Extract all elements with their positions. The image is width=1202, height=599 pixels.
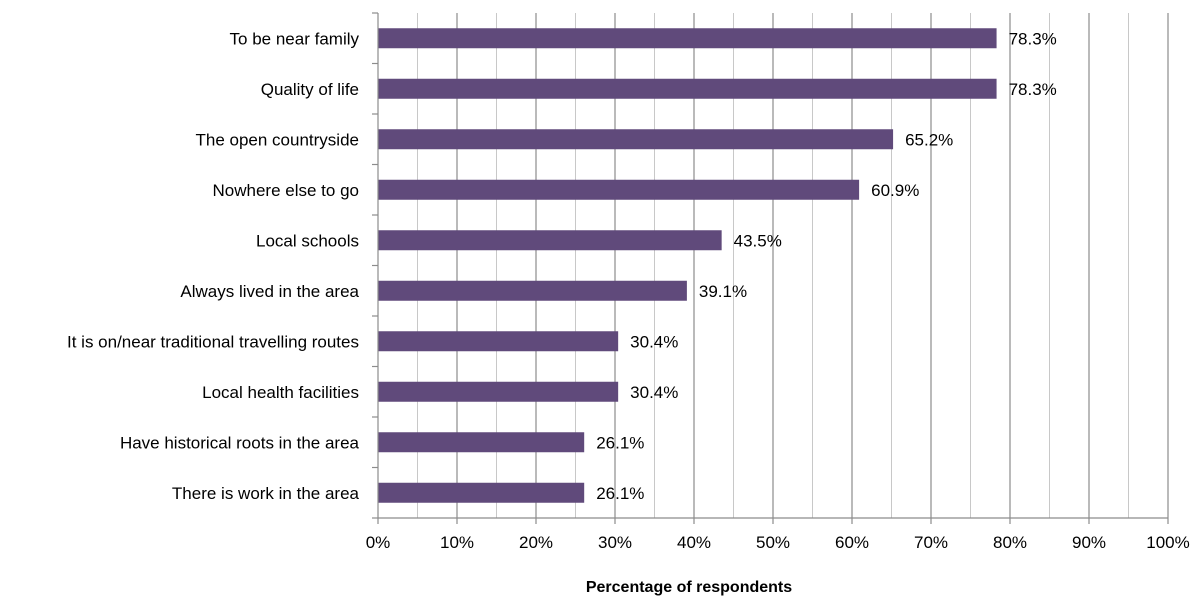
labels: To be near family 78.3% Quality of life 78.… [67,29,1190,552]
category-label: Always lived in the area [180,282,359,301]
category-label: Local schools [256,231,359,250]
category-label: There is work in the area [172,484,360,503]
bar [378,129,894,150]
bar [378,179,860,200]
category-label: To be near family [230,29,360,48]
x-tick-label: 90% [1072,533,1106,552]
value-label: 26.1% [596,484,644,503]
value-label: 78.3% [1009,80,1057,99]
x-tick-label: 0% [366,533,391,552]
bar [378,280,687,301]
value-label: 60.9% [871,181,919,200]
value-label: 26.1% [596,433,644,452]
category-label: Quality of life [261,80,359,99]
value-label: 30.4% [630,383,678,402]
x-tick-label: 20% [519,533,553,552]
axes [372,12,1169,524]
bar [378,230,722,251]
x-tick-label: 60% [835,533,869,552]
bar [378,432,585,453]
category-label: Have historical roots in the area [120,433,360,452]
x-tick-label: 70% [914,533,948,552]
bars [378,28,997,503]
bar [378,331,619,352]
x-tick-label: 100% [1146,533,1189,552]
category-label: The open countryside [196,130,360,149]
x-tick-label: 40% [677,533,711,552]
x-tick-label: 80% [993,533,1027,552]
bar [378,28,997,49]
value-label: 65.2% [905,130,953,149]
value-label: 30.4% [630,332,678,351]
value-label: 43.5% [734,231,782,250]
category-label: Nowhere else to go [213,181,359,200]
value-label: 39.1% [699,282,747,301]
x-axis-title: Percentage of respondents [586,579,792,596]
bar [378,78,997,99]
x-tick-label: 50% [756,533,790,552]
x-tick-label: 30% [598,533,632,552]
category-label: It is on/near traditional travelling rou… [67,332,359,351]
category-label: Local health facilities [202,383,359,402]
bar [378,482,585,503]
value-label: 78.3% [1009,29,1057,48]
bar [378,381,619,402]
x-tick-label: 10% [440,533,474,552]
